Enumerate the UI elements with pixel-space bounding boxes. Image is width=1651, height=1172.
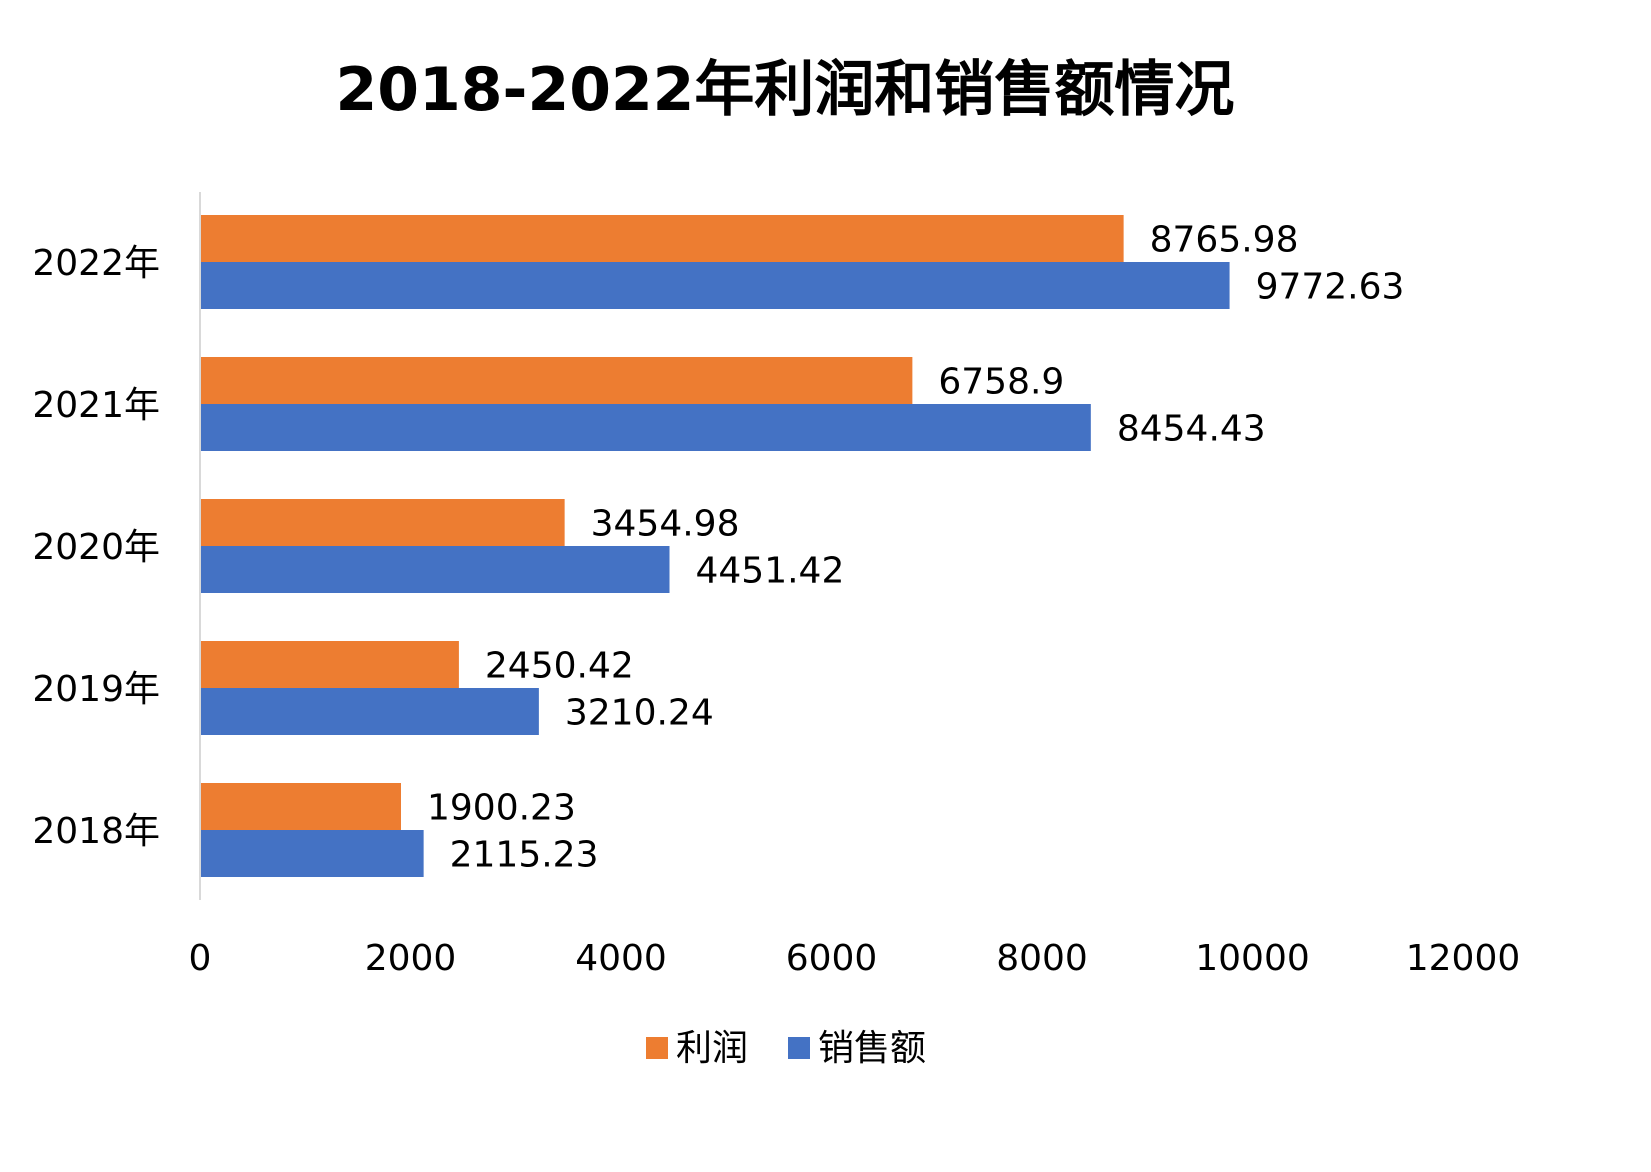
data-label: 2450.42 — [485, 646, 634, 687]
category-label: 2020年 — [32, 527, 160, 568]
data-label: 8454.43 — [1117, 409, 1266, 450]
category-label: 2022年 — [32, 243, 160, 284]
data-label: 9772.63 — [1256, 267, 1405, 308]
category-label: 2018年 — [32, 811, 160, 852]
data-label: 1900.23 — [427, 788, 576, 829]
data-label: 3210.24 — [565, 693, 714, 734]
data-label: 3454.98 — [591, 504, 740, 545]
x-tick-label: 6000 — [786, 938, 878, 979]
data-label: 6758.9 — [938, 362, 1064, 403]
x-tick-label: 8000 — [996, 938, 1088, 979]
x-tick-label: 12000 — [1406, 938, 1521, 979]
category-label: 2019年 — [32, 669, 160, 710]
x-tick-label: 0 — [189, 938, 212, 979]
bar-profit — [201, 215, 1124, 262]
data-label: 2115.23 — [450, 835, 599, 876]
category-label: 2021年 — [32, 385, 160, 426]
bar-profit — [201, 783, 401, 830]
x-tick-label: 2000 — [365, 938, 457, 979]
bar-sales — [201, 262, 1230, 309]
x-tick-label: 10000 — [1195, 938, 1310, 979]
bar-sales — [201, 546, 670, 593]
x-tick-label: 4000 — [575, 938, 667, 979]
bar-sales — [201, 688, 539, 735]
legend-swatch — [788, 1037, 810, 1059]
bar-profit — [201, 357, 913, 404]
bar-sales — [201, 830, 424, 877]
legend-swatch — [646, 1037, 668, 1059]
legend-label: 利润 — [676, 1028, 748, 1069]
chart-title: 2018-2022年利润和销售额情况 — [336, 55, 1235, 125]
bar-profit — [201, 499, 565, 546]
bar-profit — [201, 641, 459, 688]
data-label: 8765.98 — [1150, 220, 1299, 261]
data-label: 4451.42 — [696, 551, 845, 592]
bar-sales — [201, 404, 1091, 451]
legend-label: 销售额 — [818, 1028, 926, 1069]
